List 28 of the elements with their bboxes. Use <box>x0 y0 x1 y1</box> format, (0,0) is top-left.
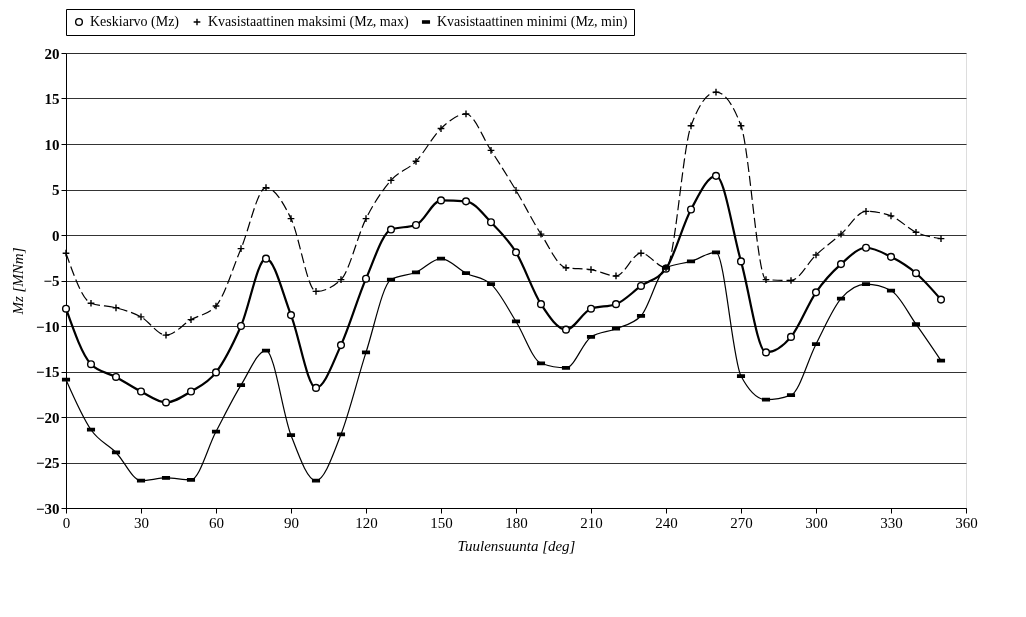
y-tick-label: 10 <box>44 136 60 153</box>
x-tick-label: 360 <box>955 514 978 531</box>
y-tick-label: −5 <box>43 273 60 289</box>
x-tick-label: 330 <box>880 514 903 531</box>
legend-label: Kvasistaattinen maksimi (Mz, max) <box>208 14 409 30</box>
x-tick-label: 300 <box>805 514 828 531</box>
y-tick-label: −20 <box>35 409 60 426</box>
legend-label: Kvasistaattinen minimi (Mz, min) <box>437 14 628 30</box>
x-tick-label: 60 <box>209 514 224 531</box>
x-tick-label: 210 <box>580 514 603 531</box>
x-tick-label: 270 <box>730 514 753 531</box>
y-tick-label: 0 <box>52 227 60 244</box>
y-tick-label: −15 <box>35 364 60 380</box>
y-tick-label: 5 <box>52 182 60 198</box>
x-tick-label: 180 <box>505 514 528 531</box>
x-tick-label: 90 <box>284 514 299 531</box>
y-tick-label: 20 <box>44 45 60 62</box>
x-axis-title: Tuulensuunta [deg] <box>457 537 576 554</box>
legend-label: Keskiarvo (Mz) <box>90 14 180 30</box>
y-axis-title: Mz [MNm] <box>9 247 26 316</box>
y-tick-label: −30 <box>35 500 60 517</box>
y-tick-label: 15 <box>44 91 60 107</box>
x-tick-label: 120 <box>355 514 378 531</box>
x-tick-label: 240 <box>655 514 678 531</box>
y-tick-label: −25 <box>35 455 60 471</box>
x-tick-label: 30 <box>134 514 149 531</box>
x-tick-label: 150 <box>430 514 453 531</box>
y-tick-label: −10 <box>35 318 60 335</box>
